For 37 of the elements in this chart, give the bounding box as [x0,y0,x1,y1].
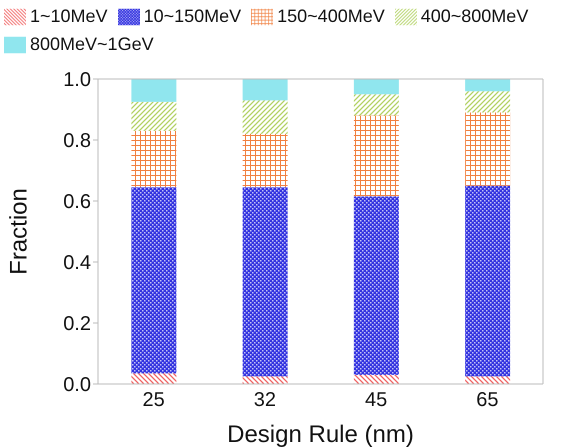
x-tick-label: 65 [476,389,498,412]
bar [354,94,399,116]
y-tick-label: 0.2 [63,313,91,336]
bar [354,116,399,196]
y-tick-label: 0.0 [63,374,91,396]
bar [242,79,288,100]
bar [242,100,288,134]
bar [131,102,176,131]
bar [465,91,510,113]
legend-label: 800MeV~1GeV [30,34,154,54]
bar [354,79,399,94]
legend-label: 1~10MeV [30,6,108,26]
y-tick-label: 0.4 [63,252,91,274]
bar [465,79,510,92]
bar [242,134,288,188]
bar [465,112,510,186]
bar [131,187,176,374]
bar [465,376,510,384]
bar [131,373,176,384]
legend-label: 400~800MeV [420,6,528,26]
x-axis-title: Design Rule (nm) [227,421,414,448]
bar [354,196,399,375]
y-axis-title: Fraction [6,188,33,275]
bar [242,376,288,384]
bar [131,79,176,102]
bar [354,374,399,384]
bar [131,130,176,188]
bar [242,187,288,376]
x-tick-label: 25 [142,389,165,412]
legend-label: 150~400MeV [277,6,385,26]
y-tick-label: 0.8 [63,130,91,152]
legend-label: 10~150MeV [144,6,242,26]
bar [465,186,510,376]
x-tick-label: 45 [365,389,388,412]
y-tick-label: 1.0 [63,69,91,92]
x-tick-label: 32 [254,389,276,412]
y-tick-label: 0.6 [63,191,91,214]
